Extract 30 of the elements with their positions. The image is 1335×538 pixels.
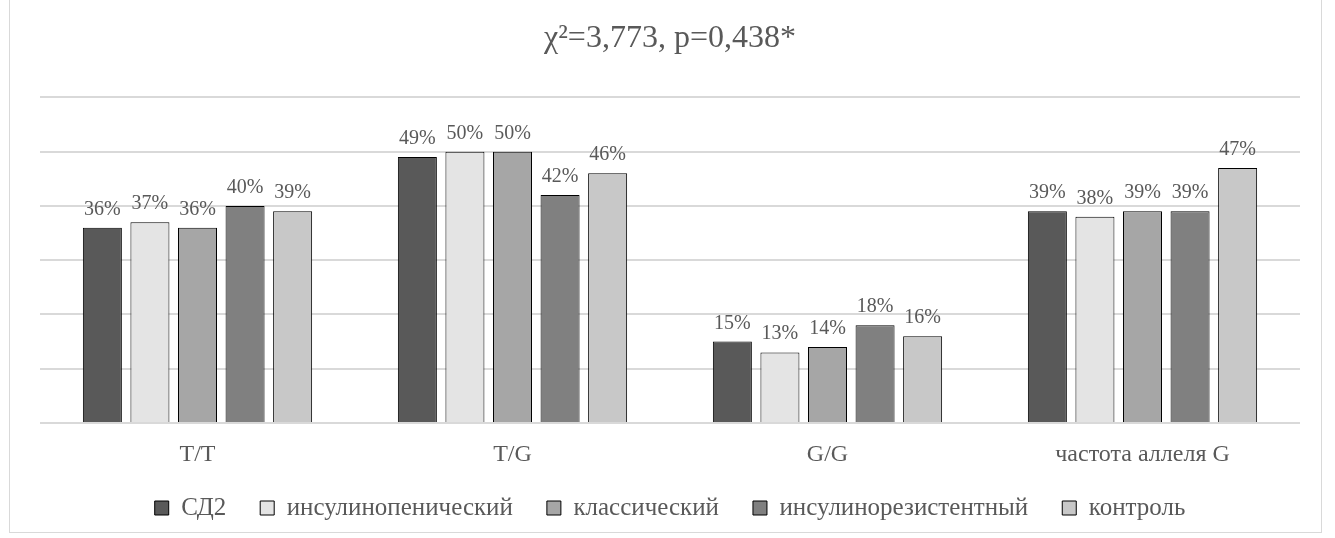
data-label: 40% [226, 174, 264, 197]
x-tick-label: T/T [179, 439, 216, 466]
data-label: 47% [1219, 136, 1256, 159]
data-label: 38% [1076, 185, 1114, 208]
x-tick-label: G/G [806, 439, 849, 466]
data-label: 13% [761, 321, 799, 344]
legend-label: СД2 [181, 492, 227, 520]
legend-label: классический [573, 492, 719, 520]
data-label: 39% [1124, 180, 1161, 203]
data-label: 36% [84, 196, 121, 219]
data-label: 42% [541, 164, 579, 187]
data-label: 14% [809, 316, 846, 339]
data-label: 39% [1171, 180, 1209, 203]
data-label: 39% [274, 180, 311, 203]
legend-label: инсулинопенический [286, 492, 513, 520]
data-label: 37% [131, 191, 169, 214]
data-label: 46% [589, 142, 626, 165]
data-label: 50% [446, 120, 484, 143]
data-label: 36% [179, 196, 216, 219]
data-label: 18% [856, 294, 894, 317]
x-tick-label: частота аллеля G [1055, 439, 1230, 466]
data-label: 49% [399, 126, 436, 149]
legend-label: контроль [1088, 492, 1186, 520]
data-label: 50% [494, 120, 531, 143]
chart-title: χ²=3,773, p=0,438* [543, 17, 796, 54]
data-label: 15% [714, 310, 751, 333]
legend-label: инсулинорезистентный [779, 492, 1029, 520]
data-label: 16% [904, 305, 941, 328]
x-tick-label: T/G [493, 439, 532, 466]
data-label: 39% [1029, 180, 1066, 203]
